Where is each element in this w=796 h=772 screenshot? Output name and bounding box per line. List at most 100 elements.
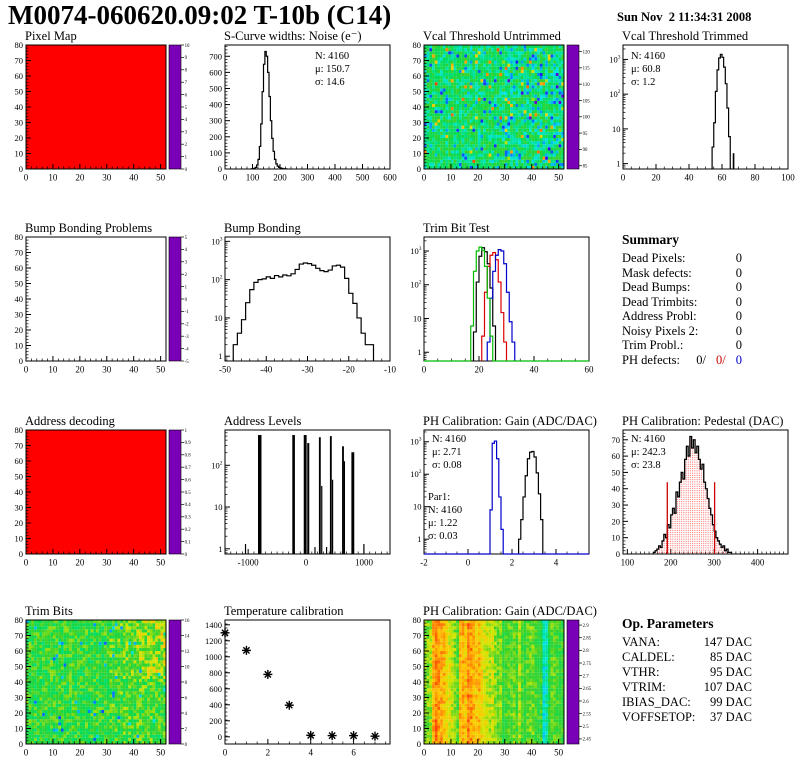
svg-text:10: 10 <box>185 44 190 49</box>
plot-title-ph-calibration-gain-map: PH Calibration: Gain (ADC/DAC) <box>423 604 597 618</box>
svg-text:0: 0 <box>616 549 620 559</box>
svg-text:103: 103 <box>609 54 621 64</box>
svg-text:0: 0 <box>19 164 23 174</box>
op-parameter-label: CALDEL: <box>622 650 675 664</box>
svg-text:1: 1 <box>616 159 620 169</box>
op-parameter-value: 95 DAC <box>709 665 752 679</box>
panel-address-decoding: Address decoding 0 10 20 30 40 50 0 10 20 30 40 50 60… <box>0 415 199 578</box>
svg-text:50: 50 <box>15 279 24 289</box>
svg-text:20: 20 <box>75 365 85 375</box>
svg-text:σ: 0.08: σ: 0.08 <box>432 460 462 471</box>
svg-text:0: 0 <box>422 365 427 375</box>
summary-label: Trim Probl.: <box>622 338 684 352</box>
svg-text:100: 100 <box>583 116 591 121</box>
svg-text:80: 80 <box>15 40 24 50</box>
svg-text:1: 1 <box>417 347 421 357</box>
svg-text:1: 1 <box>185 429 188 434</box>
summary-label: Dead Pixels: <box>622 251 686 265</box>
svg-text:-10: -10 <box>384 365 396 375</box>
svg-text:-20: -20 <box>343 365 355 375</box>
summary-row: Address Probl: 0 <box>622 309 742 324</box>
op-parameter-value: 37 DAC <box>709 710 752 724</box>
svg-text:10: 10 <box>15 149 24 159</box>
svg-text:2: 2 <box>185 273 188 278</box>
svg-text:50: 50 <box>156 365 166 375</box>
svg-text:7: 7 <box>185 81 188 86</box>
svg-text:N: 4160: N: 4160 <box>428 505 462 516</box>
svg-text:0: 0 <box>621 173 626 183</box>
plot-ph-calibration-pedestal: 100 200 300 400 0 10 20 30 40 50 60 70 N: 4160 μ: 242… <box>612 429 789 568</box>
op-parameter-row: VTRIM: 107 DAC <box>622 680 752 695</box>
svg-text:0: 0 <box>185 553 188 558</box>
svg-text:10: 10 <box>413 502 422 512</box>
svg-text:0: 0 <box>304 558 309 568</box>
svg-text:-2: -2 <box>420 558 428 568</box>
svg-text:70: 70 <box>612 435 621 445</box>
svg-text:400: 400 <box>751 558 765 568</box>
op-parameter-label: VANA: <box>622 635 660 649</box>
summary-rows: Dead Pixels: 0 Mask defects: 0 Dead Bumps: 0 D… <box>622 251 742 367</box>
plot-title-address-levels: Address Levels <box>224 414 302 428</box>
summary-row: Dead Trimbits: 0 <box>622 295 742 310</box>
svg-text:40: 40 <box>612 484 621 494</box>
plot-vcal-threshold-untrimmed: 0 10 20 30 40 50 0 10 20 30 40 50 60 70 80 85 90 95 100 105… <box>413 40 591 183</box>
svg-text:60: 60 <box>413 71 422 81</box>
svg-text:60: 60 <box>15 456 24 466</box>
svg-text:20: 20 <box>612 516 621 526</box>
svg-text:0.2: 0.2 <box>185 528 192 533</box>
panel-bump-bonding-problems: Bump Bonding Problems 0 10 20 30 40 50 0 10 20 30 4… <box>0 222 199 385</box>
svg-text:10: 10 <box>612 124 621 134</box>
svg-text:3: 3 <box>185 131 188 136</box>
plot-title-vcal-threshold-trimmed: Vcal Threshold Trimmed <box>622 29 749 43</box>
svg-text:200: 200 <box>209 132 222 142</box>
svg-text:1: 1 <box>185 285 188 290</box>
svg-text:4: 4 <box>185 118 188 123</box>
panel-address-levels: Address Levels -1000 0 1000 1 10 102 <box>199 415 398 578</box>
op-parameter-row: VTHR: 95 DAC <box>622 665 752 680</box>
plot-title-ph-calibration-pedestal: PH Calibration: Pedestal (DAC) <box>622 414 784 428</box>
svg-text:50: 50 <box>554 173 564 183</box>
svg-text:4: 4 <box>185 248 188 253</box>
summary-block: Summary Dead Pixels: 0 Mask defects: 0 Dead … <box>622 232 742 367</box>
svg-text:95: 95 <box>583 132 588 137</box>
svg-text:N: 4160: N: 4160 <box>315 51 349 62</box>
panel-vcal-threshold-trimmed: Vcal Threshold Trimmed 0 20 40 60 80 100 1 10 102… <box>597 30 796 193</box>
svg-text:0.6: 0.6 <box>185 478 192 483</box>
svg-text:20: 20 <box>475 365 485 375</box>
summary-title: Summary <box>622 232 679 247</box>
svg-text:2: 2 <box>510 558 515 568</box>
svg-text:30: 30 <box>612 500 621 510</box>
svg-text:0: 0 <box>185 298 188 303</box>
svg-text:0.5: 0.5 <box>185 491 192 496</box>
svg-text:20: 20 <box>75 558 85 568</box>
ph-defects-values: 0/0/0 <box>686 353 742 368</box>
svg-text:103: 103 <box>410 437 422 447</box>
svg-text:20: 20 <box>15 325 24 335</box>
op-parameter-row: VANA: 147 DAC <box>622 635 752 650</box>
svg-text:0: 0 <box>19 549 23 559</box>
svg-text:500: 500 <box>209 83 222 93</box>
svg-text:30: 30 <box>413 118 422 128</box>
svg-text:1: 1 <box>218 544 222 554</box>
svg-text:40: 40 <box>530 365 540 375</box>
svg-text:0: 0 <box>466 558 471 568</box>
op-parameter-value: 85 DAC <box>709 650 752 664</box>
summary-value: 0 <box>735 323 742 338</box>
op-parameter-value: 107 DAC <box>703 680 752 694</box>
svg-text:60: 60 <box>15 263 24 273</box>
svg-text:10: 10 <box>214 313 223 323</box>
svg-text:10: 10 <box>214 502 223 512</box>
svg-text:10: 10 <box>15 341 24 351</box>
summary-value: 0 <box>735 251 742 265</box>
svg-text:102: 102 <box>211 275 223 285</box>
svg-text:0.8: 0.8 <box>185 454 192 459</box>
svg-text:40: 40 <box>527 173 537 183</box>
svg-text:0: 0 <box>422 173 427 183</box>
svg-text:40: 40 <box>129 173 139 183</box>
svg-text:10: 10 <box>48 173 58 183</box>
plot-title-temperature-calibration: Temperature calibration <box>224 604 344 618</box>
op-parameters-block: Op. Parameters VANA: 147 DAC CALDEL: 85 DAC… <box>622 616 752 725</box>
svg-text:85: 85 <box>583 165 588 170</box>
summary-value: 0 <box>735 280 742 294</box>
svg-text:6: 6 <box>185 93 188 98</box>
